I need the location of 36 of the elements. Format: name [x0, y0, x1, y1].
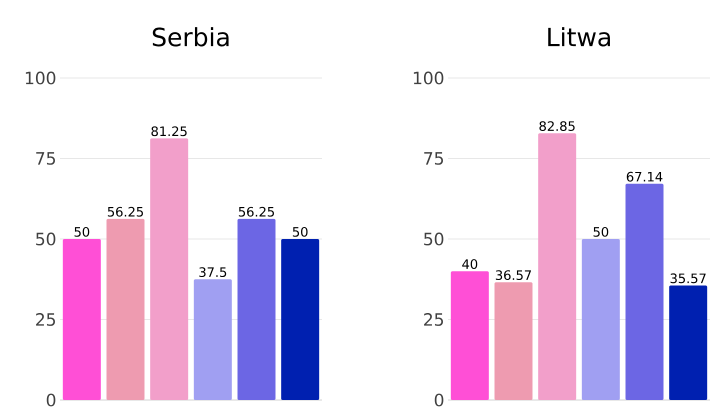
bar: [238, 218, 276, 400]
data-label: 50: [594, 226, 608, 237]
bar: [281, 238, 320, 400]
bar: [106, 218, 144, 400]
bar: [150, 138, 188, 400]
data-label: 36.57: [496, 270, 531, 280]
bar: [582, 238, 620, 400]
bar: [538, 133, 576, 400]
data-label: 56.25: [108, 206, 143, 217]
y-tick-label: 50: [36, 232, 56, 246]
data-label: 37.5: [199, 267, 226, 278]
y-tick-label: 25: [424, 313, 443, 326]
data-label: 82.85: [539, 121, 575, 132]
bar: [194, 279, 232, 400]
data-label: 40: [462, 259, 478, 270]
y-tick-label: 50: [424, 232, 444, 246]
y-tick-label: 75: [424, 152, 443, 165]
bar: [62, 238, 101, 400]
chart-title: Serbia: [152, 27, 229, 46]
y-tick-label: 100: [26, 72, 56, 84]
y-tick-label: 25: [36, 313, 55, 326]
bar: [669, 285, 708, 400]
y-tick-label: 75: [36, 152, 55, 165]
bar: [626, 184, 664, 400]
data-label: 56.25: [238, 206, 274, 217]
y-tick-label: 0: [434, 394, 444, 406]
y-tick-label: 0: [46, 394, 56, 406]
y-tick-label: 100: [414, 72, 444, 84]
bar: [450, 271, 489, 400]
data-label: 81.25: [151, 126, 187, 136]
chart-title: Litwa: [548, 27, 610, 46]
data-label: 50: [74, 226, 90, 237]
data-label: 67.14: [626, 172, 662, 182]
bar: [494, 282, 533, 400]
data-label: 50: [292, 226, 308, 237]
data-label: 35.57: [670, 273, 706, 284]
